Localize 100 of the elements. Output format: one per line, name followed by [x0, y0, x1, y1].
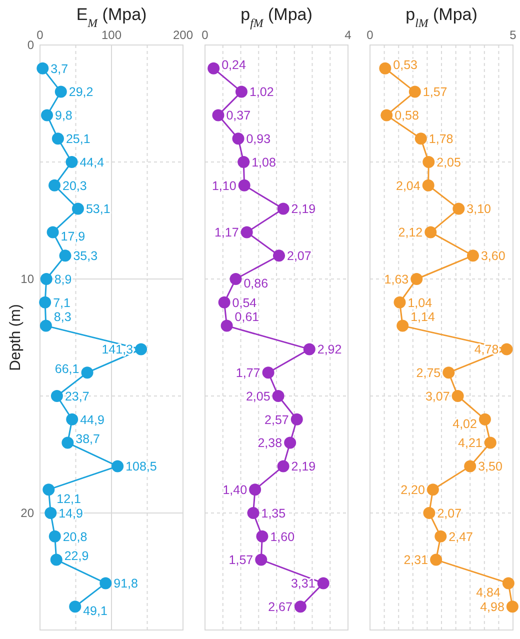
data-label: 2,92 — [317, 342, 342, 357]
x-tick-label: 100 — [101, 28, 122, 42]
point — [294, 600, 306, 613]
point — [410, 273, 423, 285]
data-label: 1,02 — [249, 85, 274, 100]
data-label: 1,57 — [422, 85, 448, 100]
data-label: 0,61 — [234, 310, 260, 324]
point — [396, 320, 409, 332]
point — [394, 296, 406, 308]
data-label: 1,08 — [252, 155, 276, 170]
point — [208, 62, 220, 74]
data-label: 66,1 — [54, 362, 80, 376]
point — [247, 507, 260, 519]
point — [464, 460, 476, 472]
point — [434, 530, 447, 542]
data-label: 3,07 — [425, 389, 450, 404]
data-label: 0,37 — [226, 108, 251, 123]
x-tick-label: 0 — [366, 28, 374, 42]
data-label: 2,05 — [436, 155, 462, 170]
point — [502, 577, 514, 590]
data-label: 0,53 — [393, 58, 418, 72]
data-label: 1,57 — [228, 553, 254, 568]
point — [240, 226, 253, 238]
point — [255, 554, 268, 566]
point — [238, 179, 250, 192]
point — [218, 296, 230, 308]
y-tick-label: 10 — [20, 272, 34, 286]
data-label: 2,05 — [246, 389, 270, 404]
data-label: 38,7 — [76, 432, 100, 446]
point — [423, 507, 436, 519]
data-label: 1,04 — [408, 296, 432, 310]
data-label: 44,9 — [80, 412, 104, 427]
point — [303, 343, 316, 356]
data-label: 2,20 — [400, 482, 425, 497]
data-label: 1,17 — [214, 226, 239, 240]
data-label: 0,86 — [244, 276, 268, 290]
point — [277, 202, 290, 215]
point — [272, 390, 284, 402]
x-tick-label: 4 — [344, 28, 352, 42]
point — [317, 577, 330, 590]
point — [232, 132, 244, 145]
point — [212, 109, 224, 122]
data-label: 4,84 — [476, 586, 500, 600]
data-label: 2,31 — [404, 553, 428, 568]
point — [256, 530, 268, 542]
point — [230, 273, 242, 285]
point — [422, 156, 435, 168]
point — [500, 343, 513, 356]
data-label: 4,98 — [480, 600, 504, 614]
point — [426, 484, 439, 496]
data-label: 2,38 — [258, 436, 282, 450]
data-label: 44,4 — [80, 155, 104, 170]
data-label: 29,2 — [68, 85, 94, 100]
x-tick-label: 0 — [36, 28, 44, 42]
data-label: 3,10 — [466, 202, 492, 216]
point — [442, 366, 455, 379]
point — [452, 202, 465, 215]
data-label: 0,54 — [232, 296, 257, 310]
data-label: 1,78 — [428, 132, 454, 146]
point — [430, 554, 442, 566]
data-label: 49,1 — [83, 604, 108, 618]
data-label: 8,3 — [54, 310, 72, 324]
data-label: 3,50 — [478, 460, 502, 474]
data-label: 2,75 — [416, 366, 441, 380]
chart-title: p$_{fM}$ (Mpa) — [240, 5, 312, 30]
data-label: 141,3 — [102, 342, 134, 357]
data-label: 2,07 — [287, 248, 312, 263]
point — [422, 179, 434, 192]
data-label: 7,1 — [53, 296, 70, 310]
data-label: 1,77 — [236, 366, 260, 380]
data-label: 9,8 — [55, 108, 72, 123]
y-tick-label: 20 — [20, 506, 34, 520]
data-label: 3,7 — [50, 62, 68, 76]
point — [220, 320, 233, 332]
data-label: 2,12 — [398, 226, 423, 240]
point — [262, 366, 274, 379]
data-label: 35,3 — [73, 248, 98, 263]
data-label: 2,47 — [448, 530, 474, 544]
point — [506, 600, 518, 613]
point — [235, 86, 248, 98]
point — [249, 484, 262, 496]
data-label: 2,57 — [264, 412, 289, 427]
data-label: 20,3 — [62, 178, 87, 193]
data-label: 2,19 — [291, 202, 316, 216]
point — [452, 390, 464, 402]
data-label: 4,02 — [452, 416, 478, 431]
data-label: 12,1 — [56, 492, 82, 506]
point — [380, 109, 393, 122]
data-label: 1,35 — [261, 506, 286, 520]
x-tick-label: 0 — [202, 28, 209, 42]
y-axis-title: Depth (m) — [7, 304, 24, 371]
point — [466, 250, 479, 262]
point — [238, 156, 250, 168]
data-label: 4,21 — [458, 436, 482, 450]
point — [379, 62, 392, 74]
point — [478, 413, 491, 426]
chart-title: E$_{M}$ (Mpa) — [76, 5, 147, 30]
point — [284, 436, 296, 449]
data-label: 108,5 — [126, 460, 157, 474]
data-label: 8,9 — [54, 272, 72, 286]
